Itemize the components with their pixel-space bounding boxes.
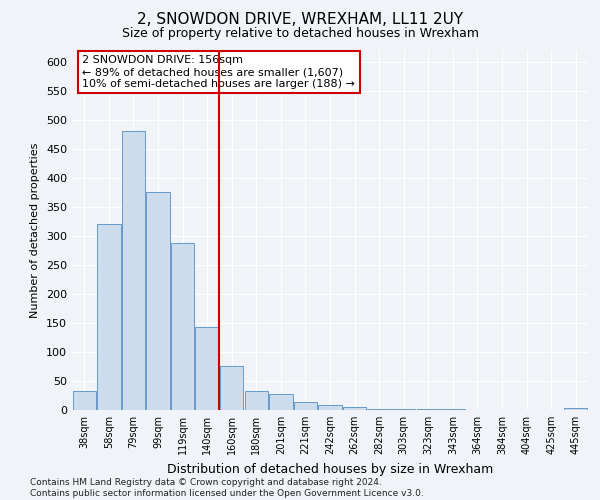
Bar	[269, 394, 293, 410]
Bar	[245, 391, 268, 410]
Bar	[196, 327, 219, 410]
Bar	[220, 366, 244, 410]
Text: Size of property relative to detached houses in Wrexham: Size of property relative to detached ho…	[121, 28, 479, 40]
Bar	[73, 391, 96, 410]
Bar	[343, 407, 366, 410]
Bar	[294, 402, 317, 410]
Y-axis label: Number of detached properties: Number of detached properties	[31, 142, 40, 318]
Text: 2 SNOWDON DRIVE: 156sqm
← 89% of detached houses are smaller (1,607)
10% of semi: 2 SNOWDON DRIVE: 156sqm ← 89% of detache…	[82, 56, 355, 88]
Bar	[319, 406, 341, 410]
Bar	[171, 243, 194, 410]
Text: Contains HM Land Registry data © Crown copyright and database right 2024.
Contai: Contains HM Land Registry data © Crown c…	[30, 478, 424, 498]
Text: 2, SNOWDON DRIVE, WREXHAM, LL11 2UY: 2, SNOWDON DRIVE, WREXHAM, LL11 2UY	[137, 12, 463, 28]
X-axis label: Distribution of detached houses by size in Wrexham: Distribution of detached houses by size …	[167, 462, 493, 475]
Bar	[367, 409, 391, 410]
Bar	[146, 192, 170, 410]
Bar	[122, 132, 145, 410]
Bar	[564, 408, 587, 410]
Bar	[97, 224, 121, 410]
